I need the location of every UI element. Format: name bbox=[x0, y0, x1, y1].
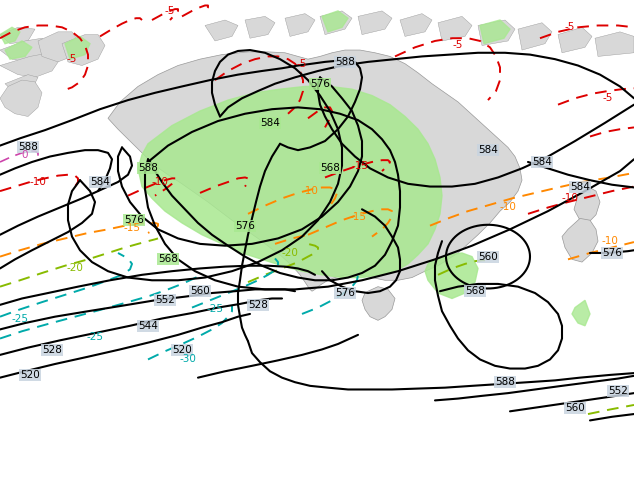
Text: 588: 588 bbox=[495, 377, 515, 387]
Text: -5: -5 bbox=[297, 59, 307, 69]
Text: 0: 0 bbox=[22, 150, 29, 160]
Text: 576: 576 bbox=[602, 248, 622, 258]
Text: Height/Temp. 500 hPa [gdmp][°C] ECMWF: Height/Temp. 500 hPa [gdmp][°C] ECMWF bbox=[5, 458, 223, 468]
Text: 576: 576 bbox=[310, 79, 330, 89]
Text: -25: -25 bbox=[11, 314, 29, 323]
Polygon shape bbox=[0, 38, 52, 62]
Text: 528: 528 bbox=[248, 300, 268, 310]
Polygon shape bbox=[558, 27, 592, 53]
Text: -10: -10 bbox=[602, 236, 618, 246]
Polygon shape bbox=[518, 23, 552, 50]
Text: 568: 568 bbox=[158, 254, 178, 264]
Polygon shape bbox=[285, 14, 315, 36]
Polygon shape bbox=[595, 32, 634, 56]
Text: 584: 584 bbox=[260, 118, 280, 128]
Text: 560: 560 bbox=[478, 252, 498, 262]
Polygon shape bbox=[320, 11, 352, 35]
Polygon shape bbox=[572, 300, 590, 326]
Text: -10: -10 bbox=[500, 202, 517, 213]
Polygon shape bbox=[425, 253, 478, 298]
Text: -10: -10 bbox=[302, 186, 318, 196]
Text: -5: -5 bbox=[453, 41, 463, 50]
Text: -20: -20 bbox=[281, 248, 299, 258]
Polygon shape bbox=[362, 287, 395, 320]
Text: 588: 588 bbox=[18, 143, 38, 152]
Text: -10: -10 bbox=[30, 177, 46, 187]
Text: 568: 568 bbox=[320, 163, 340, 173]
Polygon shape bbox=[480, 20, 510, 44]
Text: 560: 560 bbox=[565, 403, 585, 413]
Text: 584: 584 bbox=[478, 145, 498, 155]
Text: -15: -15 bbox=[349, 212, 366, 221]
Text: -15: -15 bbox=[124, 222, 141, 232]
Text: -5: -5 bbox=[165, 6, 175, 16]
Polygon shape bbox=[38, 32, 80, 62]
Text: 552: 552 bbox=[155, 295, 175, 305]
Text: 528: 528 bbox=[42, 345, 62, 355]
Text: -10: -10 bbox=[152, 177, 169, 187]
Polygon shape bbox=[205, 20, 238, 41]
Polygon shape bbox=[0, 80, 42, 117]
Text: -5: -5 bbox=[603, 93, 613, 103]
Text: 544: 544 bbox=[138, 321, 158, 331]
Text: -15: -15 bbox=[351, 161, 368, 171]
Text: 584: 584 bbox=[532, 157, 552, 167]
Text: 584: 584 bbox=[90, 177, 110, 187]
Text: -30: -30 bbox=[179, 354, 197, 365]
Polygon shape bbox=[562, 219, 598, 262]
Polygon shape bbox=[0, 27, 20, 44]
Polygon shape bbox=[400, 14, 432, 36]
Text: ©weatheronline.co.uk: ©weatheronline.co.uk bbox=[521, 478, 629, 488]
Polygon shape bbox=[322, 11, 348, 32]
Polygon shape bbox=[0, 53, 60, 77]
Polygon shape bbox=[574, 187, 600, 223]
Polygon shape bbox=[0, 27, 35, 44]
Polygon shape bbox=[65, 36, 90, 59]
Text: 568: 568 bbox=[465, 286, 485, 296]
Text: 576: 576 bbox=[124, 215, 144, 225]
Text: -25: -25 bbox=[207, 304, 224, 315]
Text: 560: 560 bbox=[190, 286, 210, 296]
Text: 588: 588 bbox=[335, 57, 355, 67]
Text: Fr 07-06-2024 12:00 UTC (12+48): Fr 07-06-2024 12:00 UTC (12+48) bbox=[453, 458, 629, 468]
Text: 552: 552 bbox=[608, 386, 628, 396]
Polygon shape bbox=[478, 20, 515, 46]
Polygon shape bbox=[438, 16, 472, 41]
Polygon shape bbox=[245, 16, 275, 38]
Polygon shape bbox=[108, 50, 522, 291]
Text: -5: -5 bbox=[67, 54, 77, 64]
Text: -10: -10 bbox=[562, 194, 578, 203]
Text: 520: 520 bbox=[172, 345, 192, 355]
Polygon shape bbox=[138, 86, 442, 277]
Text: -25: -25 bbox=[86, 332, 103, 342]
Polygon shape bbox=[5, 74, 38, 93]
Text: 576: 576 bbox=[335, 288, 355, 298]
Polygon shape bbox=[5, 41, 32, 59]
Text: 588: 588 bbox=[138, 163, 158, 173]
Text: 576: 576 bbox=[235, 220, 255, 231]
Text: -5: -5 bbox=[565, 23, 575, 32]
Text: 520: 520 bbox=[20, 370, 40, 380]
Polygon shape bbox=[62, 35, 105, 66]
Polygon shape bbox=[358, 11, 392, 35]
Text: -20: -20 bbox=[67, 264, 84, 273]
Text: 584: 584 bbox=[570, 182, 590, 192]
